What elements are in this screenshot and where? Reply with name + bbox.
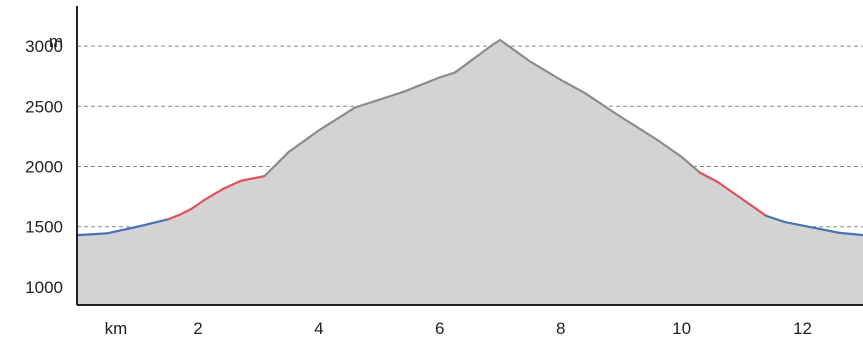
x-tick-label: 10	[672, 319, 691, 338]
profile-segment	[837, 231, 863, 237]
profile-segment	[716, 181, 744, 201]
profile-segment	[354, 90, 405, 109]
profile-segment	[166, 213, 181, 221]
profile-segment	[559, 78, 586, 95]
profile-segment	[190, 199, 206, 210]
x-tick-labels: 2 4 6 8 10 12	[193, 319, 812, 338]
y-tick-label: 2500	[25, 97, 63, 116]
profile-segment	[680, 155, 701, 174]
profile-segment	[221, 179, 242, 191]
x-tick-label: 6	[435, 319, 444, 338]
profile-segment	[698, 171, 719, 184]
profile-segment	[239, 175, 266, 183]
profile-segment	[178, 207, 193, 216]
x-axis-unit-label: km	[105, 319, 128, 338]
profile-segment	[287, 129, 320, 154]
elevation-profile-line	[75, 38, 863, 237]
profile-segment	[106, 225, 139, 235]
profile-segment	[583, 91, 623, 119]
elevation-area-fill	[77, 40, 863, 305]
x-tick-label: 12	[793, 319, 812, 338]
profile-segment	[402, 76, 441, 93]
profile-segment	[529, 60, 562, 81]
profile-segment	[499, 38, 532, 63]
profile-segment	[75, 232, 109, 237]
x-tick-label: 4	[314, 319, 323, 338]
profile-segment	[317, 106, 357, 132]
x-tick-label: 8	[556, 319, 565, 338]
y-tick-labels: 1000 1500 2000 2500 3000	[25, 37, 63, 297]
profile-segment	[438, 71, 456, 79]
profile-segment	[202, 188, 224, 202]
profile-segment	[620, 116, 659, 142]
profile-segment	[263, 150, 290, 178]
profile-segment	[656, 138, 683, 158]
y-tick-label: 3000	[25, 37, 63, 56]
profile-segment	[740, 197, 768, 217]
y-axis-unit-label: m	[49, 32, 63, 51]
x-tick-label: 2	[193, 319, 202, 338]
profile-segment	[136, 218, 169, 228]
axes	[76, 6, 863, 306]
y-tick-label: 1500	[25, 218, 63, 237]
profile-segment	[765, 214, 786, 223]
profile-segment	[453, 42, 496, 74]
profile-segment	[493, 38, 502, 45]
y-tick-label: 1000	[25, 278, 63, 297]
y-tick-label: 2000	[25, 158, 63, 177]
profile-segment	[813, 226, 840, 234]
profile-segment	[783, 220, 816, 230]
